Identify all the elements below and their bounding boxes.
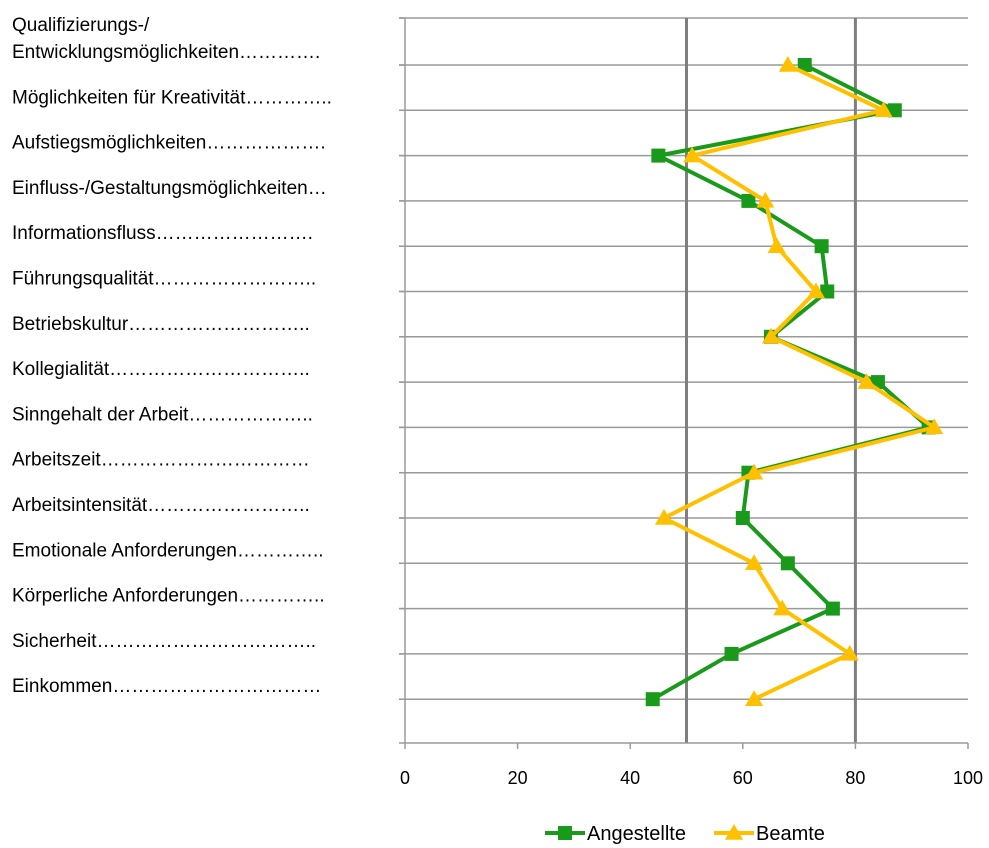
data-point (651, 148, 666, 163)
tick-labels: 0 20 40 60 80 100 (400, 743, 983, 788)
series-group (645, 56, 944, 707)
legend-item-angestellte: Angestellte (545, 823, 686, 845)
legend-label: Beamte (756, 823, 825, 845)
category-label: Emotionale Anforderungen………….. (12, 540, 324, 561)
data-point (745, 554, 764, 571)
category-label: Informationsfluss……………………. (12, 223, 313, 244)
data-point (654, 509, 673, 525)
grid-lines (399, 17, 968, 700)
legend-item-beamte: Beamte (714, 823, 825, 845)
data-point (756, 191, 775, 208)
data-point (780, 556, 795, 571)
series-beamte (654, 56, 944, 706)
category-label: Einfluss-/Gestaltungsmöglichkeiten… (12, 178, 327, 199)
data-point (645, 692, 660, 707)
x-tick-label: 100 (953, 768, 983, 788)
x-tick-label: 60 (733, 768, 753, 788)
data-point (874, 101, 893, 118)
data-point (797, 58, 812, 72)
category-label: Körperliche Anforderungen………….. (12, 586, 325, 607)
legend-marker (725, 824, 743, 840)
data-point (741, 193, 756, 208)
category-label: Sicherheit…………………………….. (12, 631, 316, 652)
category-label: Qualifizierungs-/ (12, 15, 150, 36)
data-point (767, 237, 786, 253)
legend-label: Angestellte (587, 823, 686, 845)
data-point (745, 463, 764, 480)
category-label: Führungsqualität…………………….. (12, 269, 316, 290)
axes (399, 17, 968, 744)
data-point (745, 690, 764, 706)
data-point (825, 601, 840, 616)
category-label: Entwicklungsmöglichkeiten…………. (12, 42, 320, 63)
data-point (820, 284, 835, 299)
category-label: Betriebskultur……………………….. (12, 314, 310, 335)
data-point (683, 146, 702, 163)
data-point (857, 373, 876, 389)
x-tick-label: 20 (508, 768, 528, 788)
data-point (814, 239, 829, 254)
data-point (773, 599, 792, 616)
category-labels: Qualifizierungs-/ Entwicklungsmöglichkeit… (12, 15, 332, 697)
category-label: Aufstiegsmöglichkeiten………………. (12, 133, 326, 154)
data-point (887, 103, 902, 118)
data-point (761, 327, 780, 344)
reference-lines (685, 18, 857, 743)
data-point (806, 282, 825, 299)
category-label: Arbeitsintensität…………………….. (12, 495, 310, 516)
legend: Angestellte Beamte (545, 823, 825, 845)
category-label: Arbeitszeit…………………………… (12, 450, 310, 471)
category-label: Sinngehalt der Arbeit……………….. (12, 404, 313, 425)
data-point (778, 56, 797, 72)
legend-marker (558, 826, 572, 840)
x-tick-label: 40 (620, 768, 640, 788)
category-label: Kollegialität………………………….. (12, 359, 310, 380)
data-point (840, 644, 859, 661)
category-label: Einkommen…………………………… (12, 676, 321, 697)
category-label: Möglichkeiten für Kreativität………….. (12, 87, 332, 108)
data-point (735, 511, 750, 525)
data-point (724, 646, 739, 661)
x-tick-label: 0 (400, 768, 410, 788)
x-tick-label: 80 (845, 768, 865, 788)
data-point (925, 418, 944, 435)
